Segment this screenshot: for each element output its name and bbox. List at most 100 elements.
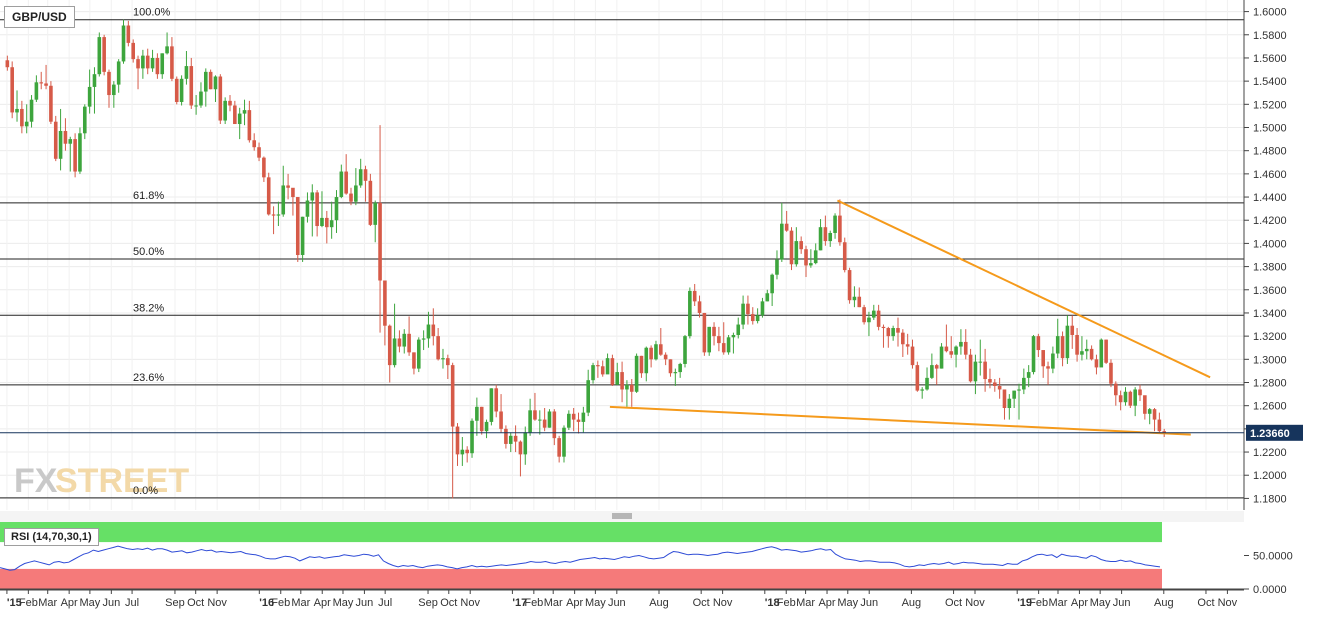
candle-body (508, 435, 513, 444)
price-tick-label: 1.4800 (1253, 146, 1287, 158)
candle-body (44, 83, 48, 86)
candle-body (1089, 348, 1094, 360)
candle-body (1031, 336, 1036, 373)
candle-body (63, 130, 68, 144)
candle-body (421, 338, 426, 340)
time-tick-label: Jun (860, 597, 878, 609)
candle-body (1123, 391, 1128, 403)
time-tick-label: Aug (902, 597, 922, 609)
candle-body (141, 55, 145, 69)
candle-body (189, 66, 194, 106)
candle-body (281, 185, 286, 215)
watermark-fx: FX (14, 462, 58, 500)
candle-body (901, 332, 905, 345)
candle-body (1046, 366, 1050, 369)
candle-body (794, 241, 799, 265)
candle-body (53, 121, 58, 159)
candle-body (809, 263, 813, 266)
candle-body (838, 215, 842, 243)
candle-body (1128, 391, 1133, 406)
candle-body (726, 337, 731, 353)
time-tick-label: Jun (608, 597, 626, 609)
time-tick-label: Apr (61, 597, 78, 609)
candle-body (349, 193, 353, 202)
price-tick-label: 1.4600 (1253, 169, 1287, 181)
time-tick-label: May (333, 597, 354, 609)
candle-body (823, 227, 828, 242)
rsi-tick-label: 50.0000 (1253, 551, 1293, 563)
candle-body (199, 91, 203, 106)
candle-body (1041, 350, 1046, 367)
candle-body (775, 259, 779, 275)
candle-body (1157, 419, 1162, 432)
candle-body (857, 296, 862, 308)
price-tick-label: 1.3800 (1253, 262, 1287, 274)
candle-body (339, 171, 344, 198)
candle-body (431, 324, 436, 337)
candle-body (315, 192, 319, 227)
time-tick-label: Mar (291, 597, 310, 609)
candle-body (537, 419, 542, 421)
price-tick-label: 1.2600 (1253, 401, 1287, 413)
candle-body (39, 82, 44, 84)
candle-body (1002, 389, 1007, 408)
candle-body (494, 388, 499, 412)
candle-body (717, 336, 721, 344)
price-tick-label: 1.2200 (1253, 447, 1287, 459)
candle-body (997, 385, 1002, 390)
candle-body (208, 71, 213, 90)
candle-body (368, 180, 373, 225)
candle-body (1114, 383, 1118, 396)
candle-body (87, 86, 92, 107)
time-tick-label: May (837, 597, 858, 609)
candle-body (179, 78, 184, 102)
price-tick-label: 1.5200 (1253, 99, 1287, 111)
candle-body (518, 441, 523, 455)
time-tick-label: '16 (259, 597, 274, 609)
fib-label: 23.6% (133, 372, 164, 384)
candle-body (354, 185, 358, 202)
candle-body (218, 76, 223, 121)
candle-body (426, 324, 431, 339)
candle-body (968, 354, 973, 382)
candle-body (320, 217, 324, 227)
candle-body (325, 217, 329, 228)
time-tick-label: '18 (765, 597, 780, 609)
candle-body (930, 365, 934, 378)
candle-body (1070, 325, 1075, 335)
candle-body (271, 214, 276, 216)
price-tick-label: 1.5800 (1253, 30, 1287, 42)
candle-body (358, 169, 363, 186)
candle-body (455, 426, 460, 455)
time-tick-label: Jul (125, 597, 139, 609)
candle-body (407, 333, 411, 353)
price-tick-label: 1.2000 (1253, 470, 1287, 482)
candle-body (504, 428, 508, 444)
candle-body (600, 366, 605, 375)
candle-body (881, 326, 886, 329)
fib-label: 100.0% (133, 7, 171, 19)
candle-body (1118, 395, 1123, 403)
time-tick-label: Feb (19, 597, 38, 609)
price-axis: 1.18001.20001.22001.24001.26001.28001.30… (0, 0, 1303, 510)
fib-label: 61.8% (133, 190, 164, 202)
candle-body (688, 290, 692, 337)
candle-body (876, 310, 881, 327)
candle-body (150, 57, 155, 69)
candle-body (915, 365, 920, 391)
candle-body (160, 53, 165, 75)
candle-body (886, 328, 891, 337)
candle-body (615, 372, 620, 385)
time-tick-label: Feb (1029, 597, 1048, 609)
candle-body (1094, 359, 1099, 368)
candle-body (750, 314, 755, 322)
candle-body (692, 290, 697, 302)
candle-body (973, 361, 978, 382)
candle-body (300, 216, 305, 255)
price-tick-label: 1.4400 (1253, 192, 1287, 204)
candle-body (1026, 372, 1031, 378)
price-tick-label: 1.4000 (1253, 238, 1287, 250)
candle-body (436, 336, 440, 360)
candle-body (397, 338, 402, 347)
candle-body (629, 384, 634, 392)
